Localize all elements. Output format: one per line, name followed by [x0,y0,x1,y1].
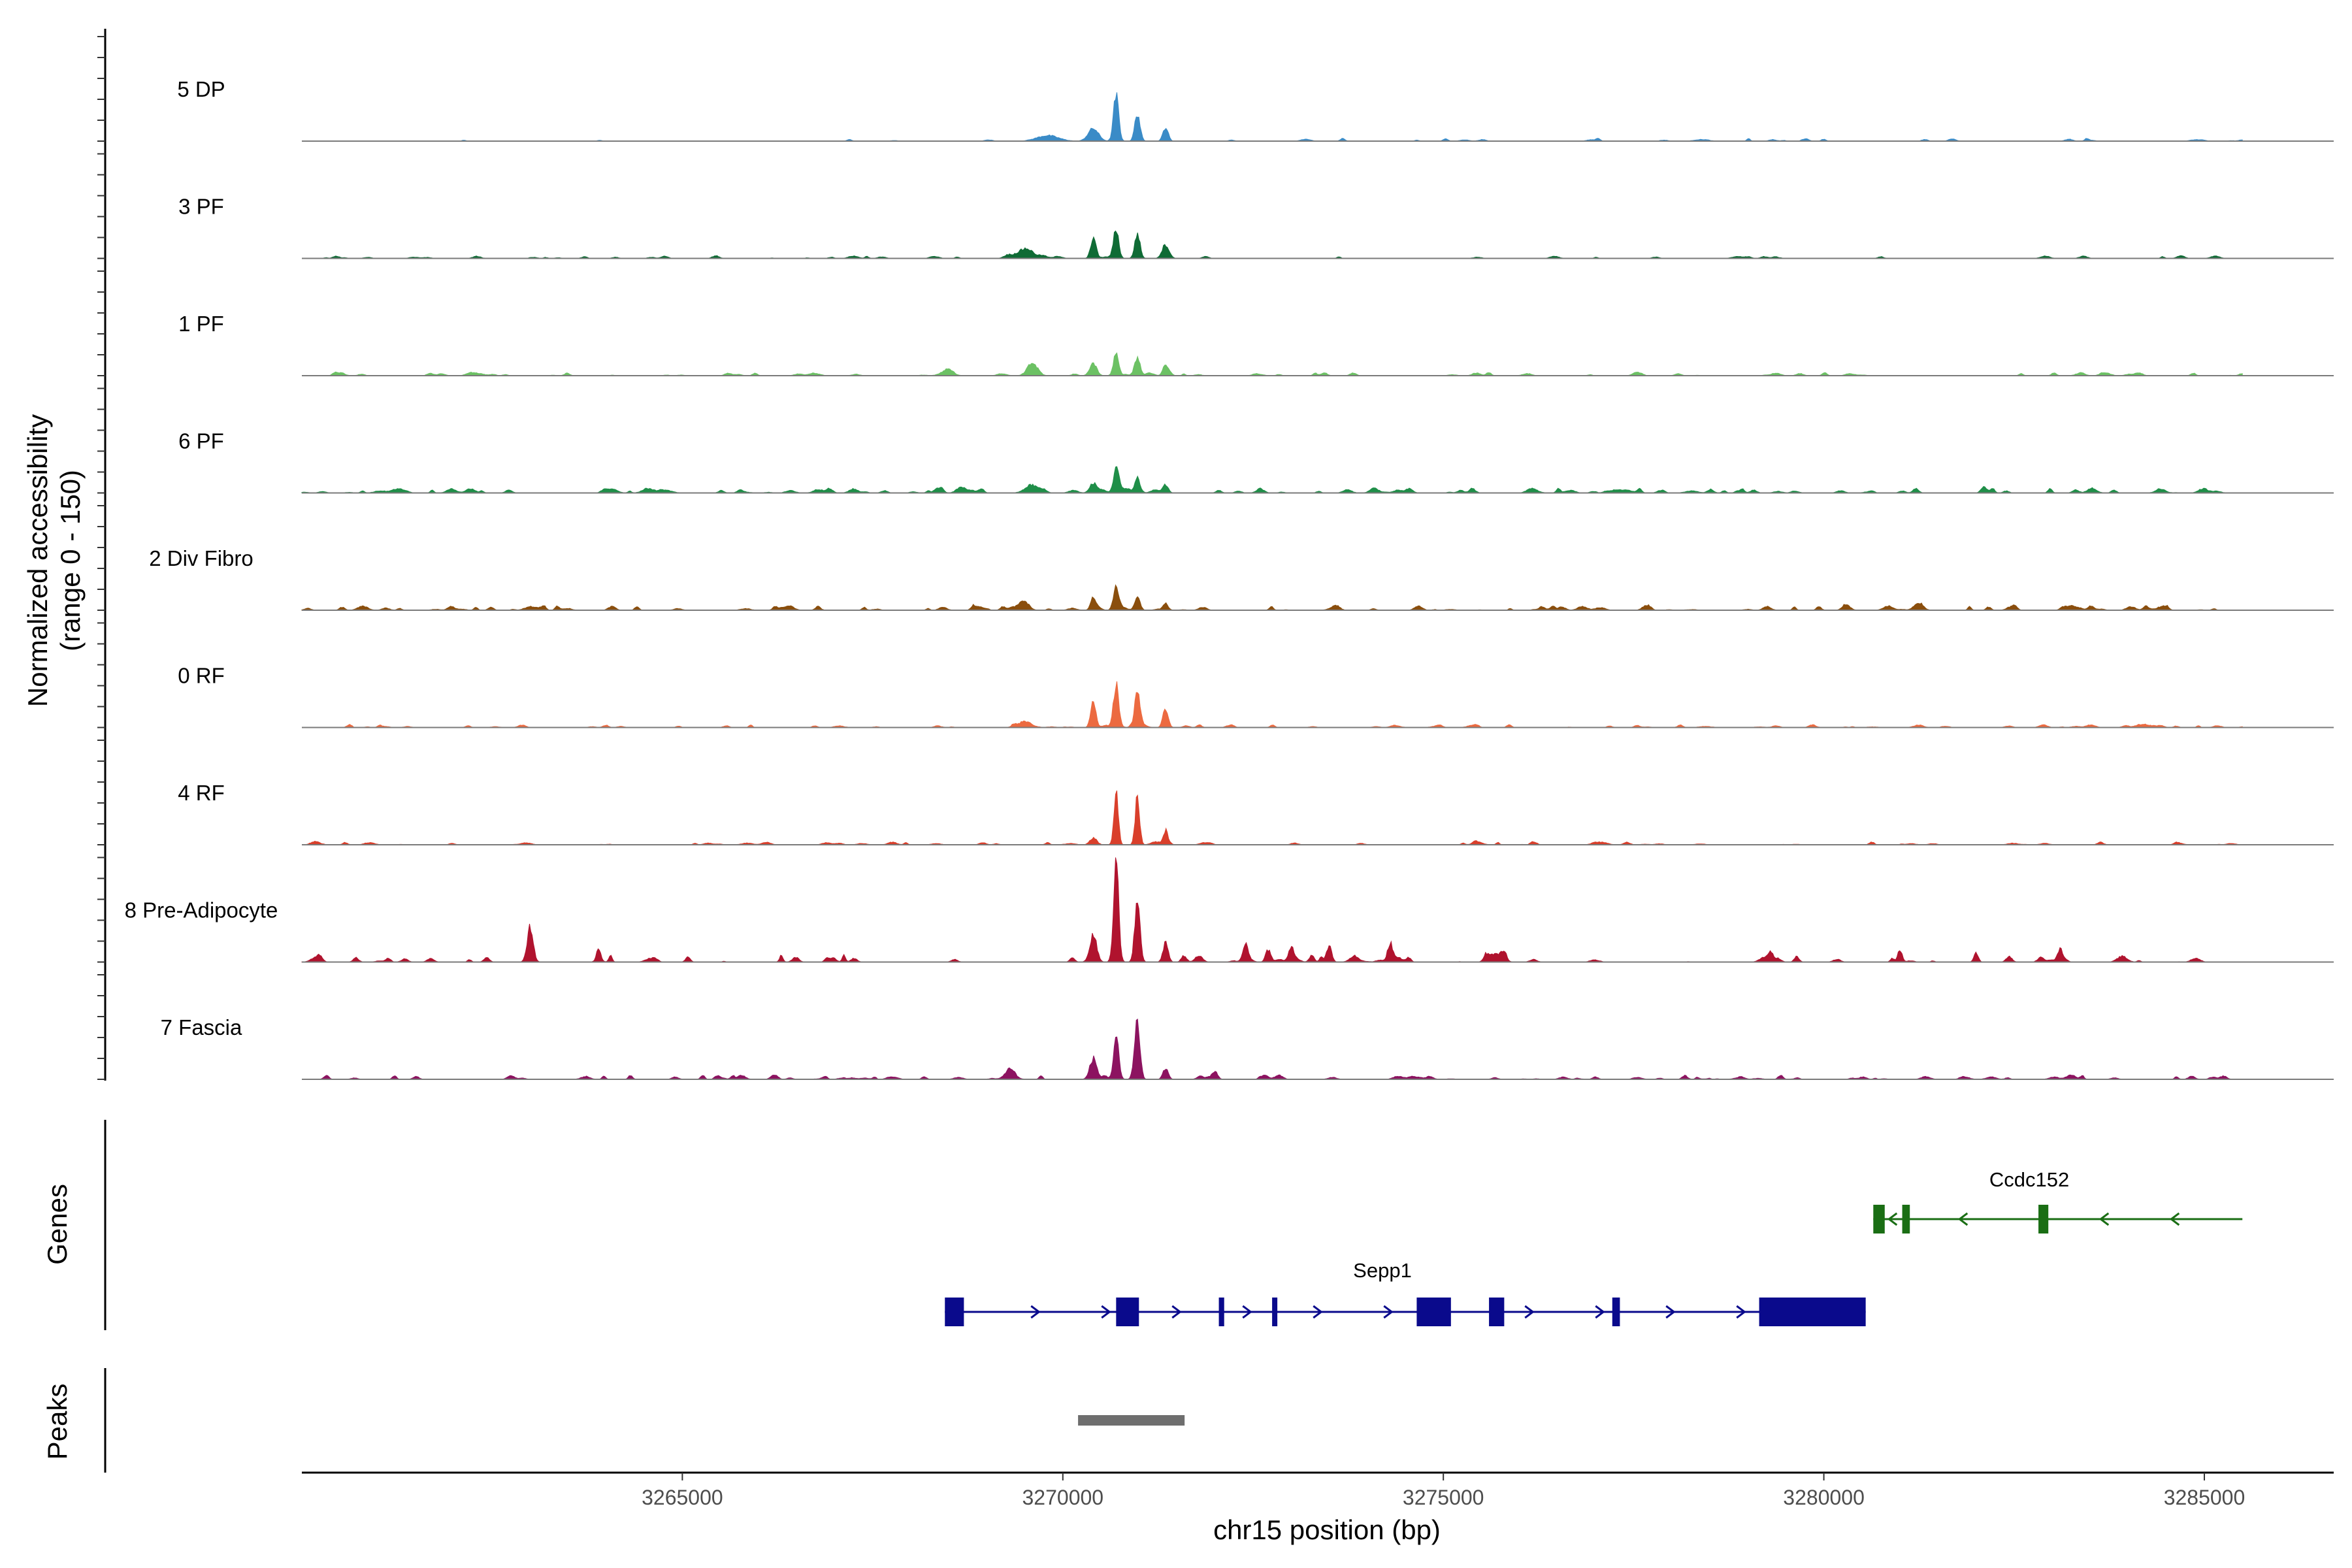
coverage-area [301,790,2243,845]
strand-arrow [1242,1305,1252,1319]
coverage-area [302,1019,2243,1080]
exon [1416,1298,1451,1326]
gene-ccdc152: Ccdc152 [1873,1168,2243,1233]
coverage-area [302,352,2243,376]
peak-range [1078,1415,1185,1426]
strand-arrow [1171,1305,1182,1319]
strand-arrow [1524,1305,1535,1319]
coverage-area [301,857,2243,963]
coverage-area [302,681,2243,728]
track-label: 6 PF [178,429,224,453]
gene-models: Ccdc152 Sepp1 [945,1168,2243,1326]
track-label: 0 RF [178,664,225,688]
exon [1902,1205,1910,1233]
strand-arrow [1383,1305,1394,1319]
track-label: 4 RF [178,781,225,805]
gene-label: Ccdc152 [1989,1168,2069,1191]
x-tick-label: 3280000 [1783,1486,1865,1509]
strand-arrow [1665,1305,1676,1319]
track-label: 7 Fascia [161,1015,242,1039]
track-label: 3 PF [178,195,224,219]
track-8-pre-adipocyte: 8 Pre-Adipocyte [125,857,2334,963]
track-4-rf: 4 RF [178,781,2334,845]
peaks-track-title: Peaks [42,1384,73,1460]
strand-arrow [1957,1212,1968,1226]
track-label: 8 Pre-Adipocyte [125,898,278,923]
coverage-area [302,230,2243,259]
strand-arrow [1595,1305,1605,1319]
x-tick-label: 3285000 [2164,1486,2246,1509]
exon [945,1298,964,1326]
y-axis-title-line1: Normalized accessibility [22,414,53,707]
strand-arrow [1736,1305,1746,1319]
track-0-rf: 0 RF [178,664,2334,728]
exon [1612,1298,1620,1326]
peak-ranges [1078,1415,1185,1426]
x-axis-ticks: 3265000 3270000 3275000 3280000 3285000 [642,1473,2245,1509]
exon [1489,1298,1505,1326]
exon [1116,1298,1139,1326]
track-2-div-fibro: 2 Div Fibro [149,546,2334,611]
x-tick-label: 3265000 [642,1486,723,1509]
coverage-area [302,92,2243,142]
track-6-pf: 6 PF [178,429,2334,494]
y-axis-title-line2: (range 0 - 150) [55,470,86,651]
strand-arrow [1887,1212,1898,1226]
exon [1759,1298,1866,1326]
gene-sepp1: Sepp1 [945,1259,1866,1326]
strand-arrow [1101,1305,1111,1319]
x-tick-label: 3275000 [1403,1486,1484,1509]
coverage-area [301,466,2243,494]
strand-arrow [2169,1212,2180,1226]
strand-arrow [1313,1305,1323,1319]
track-label: 1 PF [178,312,224,336]
track-5-dp: 5 DP [177,77,2334,142]
genes-track-title: Genes [42,1184,73,1265]
coverage-tracks: 5 DP 3 PF 1 PF 6 PF 2 Div Fibro 0 RF 4 RF 8 Pre… [125,77,2334,1080]
x-axis-title: chr15 position (bp) [1213,1514,1441,1545]
gene-label: Sepp1 [1353,1259,1412,1282]
coverage-y-ticks [97,36,105,1080]
x-tick-label: 3270000 [1022,1486,1104,1509]
strand-arrow [1030,1305,1041,1319]
exon [2038,1205,2049,1233]
track-label: 5 DP [177,77,225,101]
exon [1873,1205,1885,1233]
track-label: 2 Div Fibro [149,546,253,570]
track-7-fascia: 7 Fascia [161,1015,2334,1080]
exon [1218,1298,1224,1326]
track-1-pf: 1 PF [178,312,2334,376]
strand-arrow [2099,1212,2110,1226]
track-3-pf: 3 PF [178,195,2334,259]
coverage-area [301,584,2243,611]
exon [1272,1298,1278,1326]
